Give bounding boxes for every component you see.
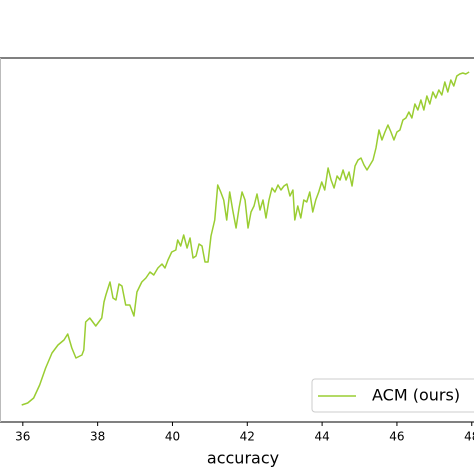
data-line [21,71,470,406]
x-tick-label: 36 [15,430,30,444]
x-axis-label: accuracy [207,449,279,468]
x-tick-label: 40 [165,430,180,444]
x-tick-label: 42 [240,430,255,444]
x-tick-label: 48 [464,430,474,444]
legend: ACM (ours) [311,378,474,413]
legend-label: ACM (ours) [372,386,460,405]
x-tick-label: 38 [90,430,105,444]
x-tick-label: 44 [314,430,329,444]
x-tick-label: 46 [389,430,404,444]
legend-box [311,378,474,413]
